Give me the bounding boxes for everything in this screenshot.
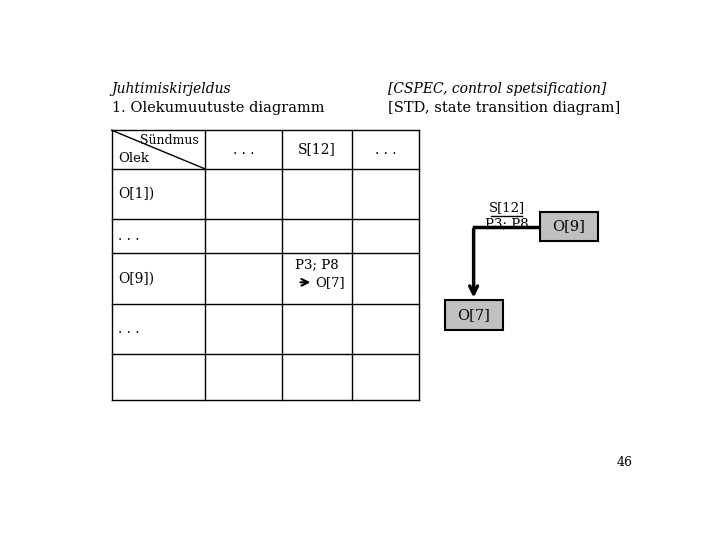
- Text: P3; P8: P3; P8: [485, 217, 528, 230]
- FancyBboxPatch shape: [540, 212, 598, 241]
- Text: Olek: Olek: [118, 152, 149, 165]
- Text: Sündmus: Sündmus: [140, 134, 199, 147]
- Text: O[7]: O[7]: [315, 276, 344, 289]
- Text: 1. Olekumuutuste diagramm: 1. Olekumuutuste diagramm: [112, 101, 324, 115]
- Text: [STD, state transition diagram]: [STD, state transition diagram]: [388, 101, 621, 115]
- Text: . . .: . . .: [233, 143, 254, 157]
- Text: . . .: . . .: [375, 143, 397, 157]
- Text: Juhtimiskirjeldus: Juhtimiskirjeldus: [112, 82, 231, 96]
- Text: O[1]): O[1]): [118, 187, 154, 201]
- Text: S[12]: S[12]: [298, 143, 336, 157]
- FancyBboxPatch shape: [444, 300, 503, 330]
- Text: 46: 46: [616, 456, 632, 469]
- Text: S[12]: S[12]: [489, 201, 525, 214]
- Text: [CSPEC, control spetsification]: [CSPEC, control spetsification]: [388, 82, 607, 96]
- Text: O[9]: O[9]: [552, 219, 585, 233]
- Text: . . .: . . .: [118, 321, 140, 335]
- Text: O[7]: O[7]: [457, 308, 490, 322]
- Text: O[9]): O[9]): [118, 272, 154, 286]
- Text: P3; P8: P3; P8: [295, 258, 339, 271]
- Text: . . .: . . .: [118, 229, 140, 243]
